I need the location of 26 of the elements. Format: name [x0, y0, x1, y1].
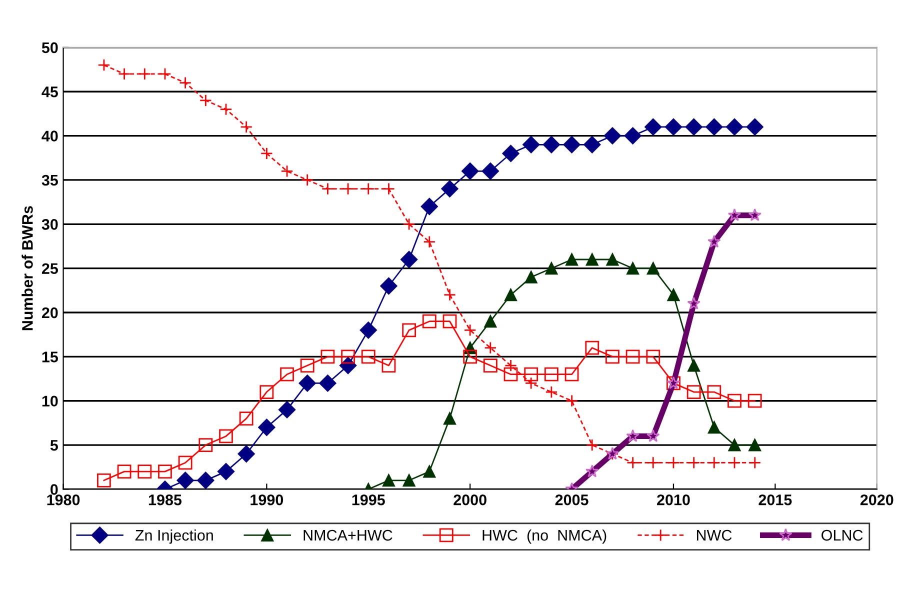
x-tick-label: 1990 [250, 494, 284, 506]
x-tick-label: 2005 [555, 494, 588, 506]
y-tick-label: 45 [42, 86, 58, 98]
legend-label: OLNC [822, 530, 863, 541]
x-tick-label: 2000 [454, 494, 486, 506]
legend-label: NMCA+HWC [304, 530, 392, 541]
y-axis-title: Number of BWRs [22, 206, 33, 330]
x-tick-label: 2020 [860, 494, 894, 506]
legend-label: Zn Injection [135, 529, 213, 544]
x-tick-label: 2015 [758, 494, 792, 506]
y-tick-label: 35 [42, 174, 58, 186]
x-tick-label: 1995 [352, 494, 385, 506]
y-tick-label: 0 [50, 484, 58, 495]
y-tick-label: 30 [42, 219, 58, 230]
y-tick-label: 15 [42, 352, 58, 362]
legend-label: NWC [696, 530, 732, 541]
y-tick-label: 10 [42, 396, 58, 407]
y-tick-label: 5 [50, 440, 58, 451]
y-tick-label: 50 [42, 42, 58, 54]
x-tick-label: 1985 [148, 494, 182, 506]
legend-label: HWC (no NMCA) [482, 529, 606, 544]
y-tick-label: 40 [42, 130, 58, 142]
y-tick-label: 20 [42, 307, 58, 318]
x-tick-label: 2010 [657, 494, 690, 506]
y-tick-label: 25 [42, 263, 58, 274]
x-tick-label: 1980 [47, 494, 80, 506]
